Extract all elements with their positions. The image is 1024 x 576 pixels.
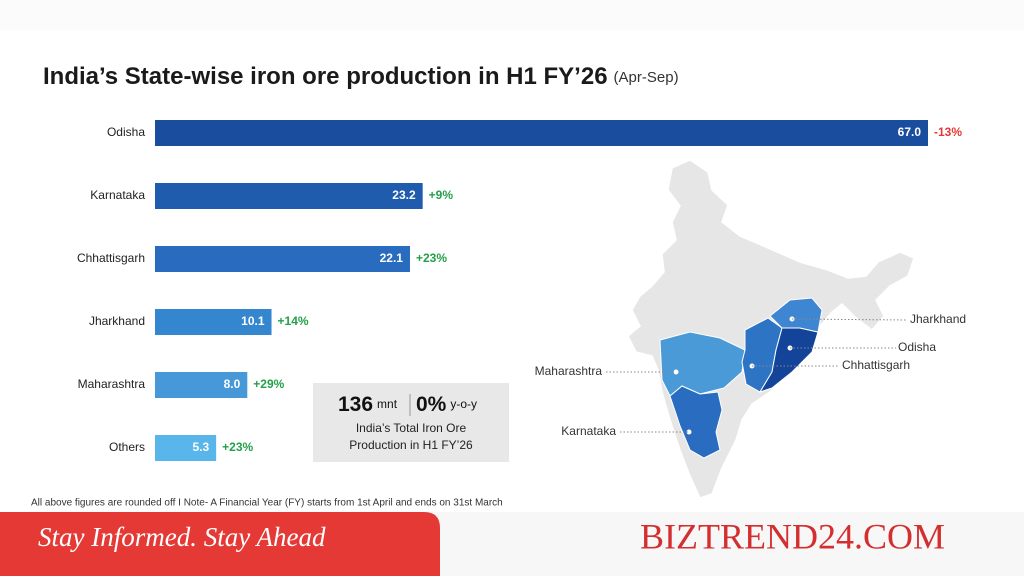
tagline: Stay Informed. Stay Ahead <box>38 522 326 552</box>
title-text: India’s State-wise iron ore production i… <box>43 63 608 90</box>
map-label: Karnataka <box>561 424 616 438</box>
tagline-bg <box>0 512 440 576</box>
chart-subtitle: (Apr-Sep) <box>614 69 679 86</box>
value-label: 10.1 <box>241 314 265 328</box>
value-label: 8.0 <box>224 377 241 391</box>
state-maharashtra <box>659 331 746 397</box>
summary-change: 0% y-o-y <box>416 393 477 416</box>
marker <box>686 429 692 435</box>
map-label: Odisha <box>898 340 936 354</box>
change-label: +23% <box>416 251 447 265</box>
map-label: Maharashtra <box>535 364 603 378</box>
category-label: Chhattisgarh <box>77 251 145 265</box>
value-label: 23.2 <box>392 188 416 202</box>
category-label: Jharkhand <box>89 314 145 328</box>
change-label: -13% <box>934 125 962 139</box>
value-label: 5.3 <box>192 440 209 454</box>
value-label: 22.1 <box>380 251 404 265</box>
change-label: +29% <box>253 377 284 391</box>
bar <box>155 120 928 146</box>
bar <box>155 435 217 461</box>
marker <box>673 369 679 375</box>
change-unit: y-o-y <box>450 397 477 411</box>
map-label: Jharkhand <box>910 312 966 326</box>
brand: BIZTREND24.COM <box>640 516 945 556</box>
bar <box>155 246 410 272</box>
summary-caption: India’s Total Iron Ore <box>356 421 467 435</box>
value-label: 67.0 <box>898 125 922 139</box>
bar <box>155 372 248 398</box>
category-label: Odisha <box>107 125 145 139</box>
summary-caption: Production in H1 FY’26 <box>349 438 473 452</box>
change-value: 0% <box>416 393 447 416</box>
total-value: 136 <box>338 393 373 416</box>
state-karnataka <box>669 385 723 459</box>
change-label: +14% <box>278 314 309 328</box>
footnote: All above figures are rounded off I Note… <box>31 498 503 509</box>
change-label: +23% <box>222 440 253 454</box>
summary-total: 136 mnt <box>338 393 398 416</box>
category-label: Others <box>109 440 145 454</box>
category-label: Karnataka <box>90 188 145 202</box>
map-label: Chhattisgarh <box>842 358 910 372</box>
change-label: +9% <box>429 188 454 202</box>
bar <box>155 309 272 335</box>
category-label: Maharashtra <box>78 377 146 391</box>
bar <box>155 183 423 209</box>
summary-box: 136 mnt 0% y-o-y India’s Total Iron Ore Pr… <box>313 383 509 462</box>
leader-line <box>791 318 907 321</box>
india-map: Jharkhand Odisha Chhattisgarh Maharashtr… <box>535 159 966 499</box>
total-unit: mnt <box>377 397 398 411</box>
state-jharkhand <box>769 297 823 333</box>
chart-title: India’s State-wise iron ore production i… <box>43 63 679 90</box>
summary-bg <box>313 383 509 462</box>
